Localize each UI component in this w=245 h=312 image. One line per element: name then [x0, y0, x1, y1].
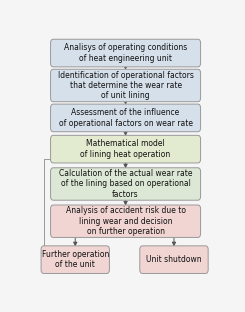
FancyBboxPatch shape — [50, 69, 201, 102]
FancyBboxPatch shape — [50, 39, 201, 67]
FancyBboxPatch shape — [50, 168, 201, 200]
FancyBboxPatch shape — [50, 104, 201, 132]
Text: Calculation of the actual wear rate
of the lining based on operational
factors: Calculation of the actual wear rate of t… — [59, 169, 192, 199]
FancyBboxPatch shape — [50, 205, 201, 237]
FancyBboxPatch shape — [140, 246, 208, 274]
FancyBboxPatch shape — [50, 135, 201, 163]
Text: Further operation
of the unit: Further operation of the unit — [42, 250, 109, 269]
Text: Unit shutdown: Unit shutdown — [146, 255, 202, 264]
Text: Assessment of the influence
of operational factors on wear rate: Assessment of the influence of operation… — [59, 108, 193, 128]
Text: Analysis of accident risk due to
lining wear and decision
on further operation: Analysis of accident risk due to lining … — [66, 206, 185, 236]
Text: Analisys of operating conditions
of heat engineering unit: Analisys of operating conditions of heat… — [64, 43, 187, 63]
Text: Identification of operational factors
that determine the wear rate
of unit linin: Identification of operational factors th… — [58, 71, 194, 100]
FancyBboxPatch shape — [41, 246, 110, 274]
Text: Mathematical model
of lining heat operation: Mathematical model of lining heat operat… — [80, 139, 171, 159]
